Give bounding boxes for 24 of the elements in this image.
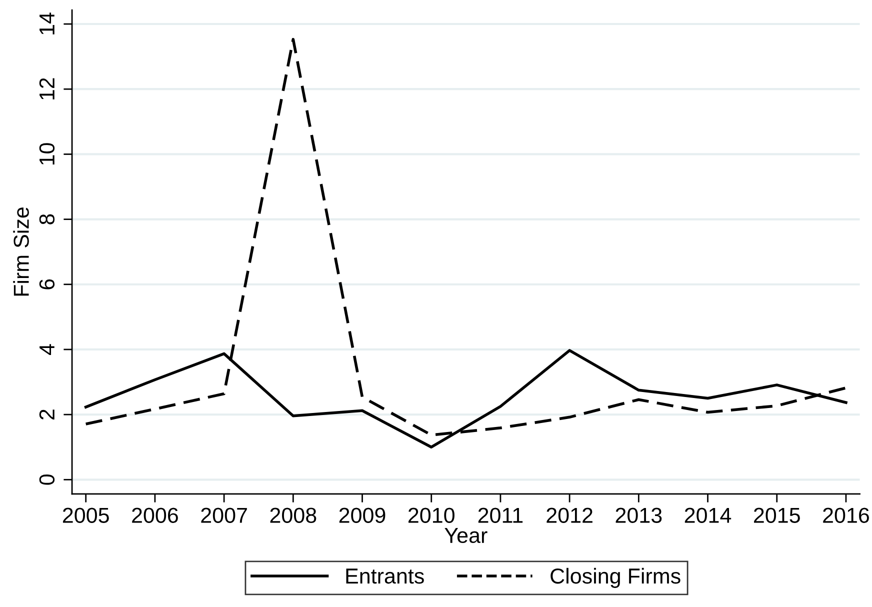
y-tick-label: 2 [39,410,54,420]
y-tick-label: 14 [40,12,54,34]
y-tick-label: 4 [40,344,54,355]
y-tick-label: 12 [39,78,54,100]
x-tick-label: 2014 [684,508,732,523]
x-tick-label: 2011 [478,508,523,523]
y-tick-label: 6 [39,279,55,290]
legend-label: Entrants [346,568,424,584]
x-tick-label: 2005 [62,508,109,523]
x-tick-label: 2008 [270,508,316,523]
x-tick-label: 2015 [754,508,800,523]
x-tick-label: 2013 [616,508,662,523]
x-tick-label: 2010 [408,508,454,523]
x-tick-label: 2007 [201,508,247,523]
x-tick-label: 2006 [132,508,178,523]
x-tick-label: 2016 [823,508,869,523]
x-axis-title: Year [444,528,488,544]
legend-label: Closing Firms [550,568,680,588]
x-tick-label: 2009 [339,508,386,523]
y-axis-title: Firm Size [13,208,29,296]
y-tick-label: 0 [39,474,55,485]
x-tick-label: 2012 [546,508,592,523]
y-tick-label: 10 [39,143,55,165]
y-tick-label: 8 [39,214,55,224]
